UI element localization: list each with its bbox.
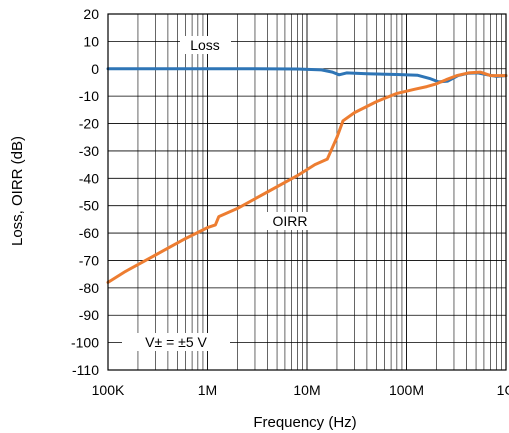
oirr-label: OIRR [273, 213, 308, 229]
tick-labels: 20 10 0 -10 -20 -30 -40 -50 -60 -70 -80 -90 -100 -110… [71, 6, 509, 398]
x-tick-label: 1G [497, 382, 509, 398]
y-tick-label: -90 [79, 307, 99, 323]
x-tick-label: 100M [389, 382, 424, 398]
y-tick-label: -70 [79, 252, 99, 268]
y-tick-label: -110 [72, 362, 99, 378]
x-tick-label: 1M [198, 382, 217, 398]
y-tick-label: -40 [79, 170, 99, 186]
series-line-oirr [106, 70, 508, 284]
y-tick-label: -50 [79, 198, 99, 214]
y-tick-label: -10 [79, 88, 99, 104]
plot-frame [107, 13, 507, 371]
annotation-labels: Loss OIRR V± = ±5 V [122, 36, 317, 351]
x-tick-label: 100K [92, 382, 125, 398]
x-tick-label: 10M [293, 382, 320, 398]
y-tick-label: 0 [91, 61, 99, 77]
y-tick-label: -100 [71, 335, 99, 351]
loss-label: Loss [190, 37, 220, 53]
y-axis-label: Loss, OIRR (dB) [9, 136, 26, 246]
condition-label-box [122, 333, 230, 351]
y-tick-label: 20 [83, 6, 99, 22]
y-tick-label: -80 [79, 280, 99, 296]
x-axis-label: Frequency (Hz) [253, 414, 356, 431]
y-tick-label: -30 [79, 143, 99, 159]
loss-label-box [180, 36, 231, 54]
oirr-label-box [263, 212, 317, 230]
series-layer [106, 67, 508, 284]
y-tick-label: -60 [79, 225, 99, 241]
y-tick-label: -20 [79, 116, 99, 132]
y-tick-label: 10 [83, 33, 99, 49]
condition-label: V± = ±5 V [145, 334, 207, 350]
